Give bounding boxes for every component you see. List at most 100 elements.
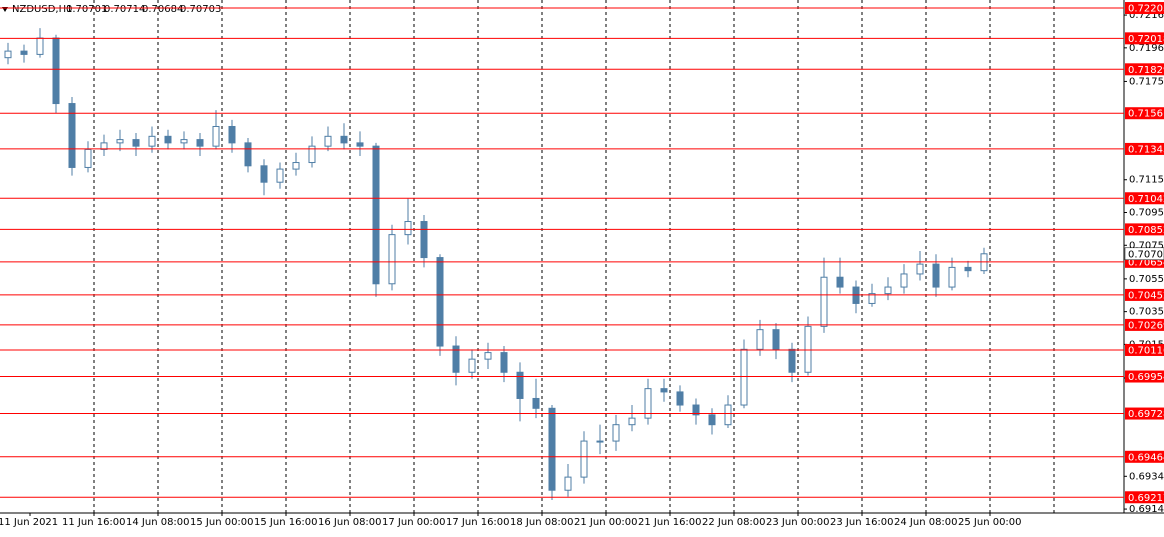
candle-body [964, 266, 972, 272]
x-tick-label: 18 Jun 08:00 [510, 517, 574, 528]
candle-body [804, 325, 812, 373]
candle-body [324, 135, 332, 147]
candle-body [724, 404, 732, 426]
candle-body [708, 414, 716, 426]
level-label-bg [1125, 318, 1164, 331]
candle-body [164, 135, 172, 144]
x-tick-label: 15 Jun 16:00 [254, 517, 318, 528]
candle-body [532, 397, 540, 409]
level-label: 0.71829 [1128, 65, 1164, 76]
current-price-bg [1124, 247, 1164, 261]
candle-body [372, 145, 380, 285]
level-label-bg [1125, 370, 1164, 383]
level-label: 0.71561 [1128, 109, 1164, 120]
candle-body [884, 286, 892, 295]
candle-body [228, 125, 236, 144]
chart-title: NZDUSD,H1 [12, 4, 72, 15]
candle-body [836, 276, 844, 288]
y-tick-label: 0.69145 [1129, 504, 1164, 515]
level-label: 0.70852 [1128, 225, 1164, 236]
candle-body [596, 440, 604, 443]
candle-body [36, 37, 44, 55]
candle-body [244, 142, 252, 167]
x-tick-label: 23 Jun 00:00 [766, 517, 830, 528]
candle-body [292, 162, 300, 170]
level-label-bg [1125, 192, 1164, 205]
level-label: 0.70654 [1128, 257, 1164, 268]
level-label-bg [1125, 142, 1164, 155]
candle-body [52, 37, 60, 105]
x-tick-label: 15 Jun 00:00 [190, 517, 254, 528]
x-tick-label: 23 Jun 16:00 [830, 517, 894, 528]
level-label-bg [1125, 491, 1164, 504]
y-tick-label: 0.71755 [1129, 76, 1164, 87]
level-label-bg [1125, 450, 1164, 463]
candle-body [20, 50, 28, 55]
level-label: 0.69217 [1128, 493, 1164, 504]
header-high: 0.70714 [104, 4, 145, 15]
header-low: 0.70684 [142, 4, 183, 15]
time-grid [93, 0, 1055, 513]
candle-body [900, 273, 908, 288]
candle-body [196, 139, 204, 147]
candle-body [84, 148, 92, 168]
level-label: 0.70269 [1128, 320, 1164, 331]
candle-body [468, 358, 476, 373]
candle-body [404, 221, 412, 236]
candle-body [4, 50, 12, 59]
candle-body [660, 388, 668, 393]
level-label-bg [1125, 63, 1164, 76]
header-close: 0.70703 [180, 4, 221, 15]
candle-body [420, 221, 428, 259]
level-label: 0.71042 [1128, 194, 1164, 205]
candle-body [212, 125, 220, 147]
candle-body [788, 348, 796, 373]
candle-body [580, 440, 588, 478]
x-tick-label: 17 Jun 16:00 [446, 517, 510, 528]
header-open: 0.70701 [66, 4, 107, 15]
candle-body [356, 142, 364, 147]
x-tick-label: 14 Jun 08:00 [126, 517, 190, 528]
level-label-bg [1125, 288, 1164, 301]
candle-body [260, 165, 268, 183]
candle-body [548, 407, 556, 491]
level-label-bg [1125, 107, 1164, 120]
x-tick-label: 21 Jun 00:00 [574, 517, 638, 528]
candle-body [452, 345, 460, 373]
x-tick-label: 11 Jun 2021 [0, 517, 58, 528]
current-price-label: 0.70703 [1128, 249, 1164, 260]
candle-body [820, 276, 828, 327]
level-label: 0.70452 [1128, 290, 1164, 301]
candle-body [932, 263, 940, 288]
level-label-bg [1125, 2, 1164, 15]
level-label: 0.69954 [1128, 372, 1164, 383]
level-label-bg [1125, 343, 1164, 356]
level-label-bg [1125, 223, 1164, 236]
candle-body [740, 348, 748, 406]
x-tick-label: 21 Jun 16:00 [638, 517, 702, 528]
candle-body [276, 168, 284, 183]
level-label: 0.69728 [1128, 409, 1164, 420]
candle-body [388, 234, 396, 285]
y-tick-label: 0.69345 [1129, 471, 1164, 482]
x-tick-label: 17 Jun 00:00 [382, 517, 446, 528]
level-label: 0.71343 [1128, 144, 1164, 155]
level-label: 0.72018 [1128, 34, 1164, 45]
level-label-bg [1125, 407, 1164, 420]
x-tick-label: 11 Jun 16:00 [62, 517, 126, 528]
candle-body [564, 476, 572, 491]
level-label: 0.69464 [1128, 452, 1164, 463]
candle-body [772, 329, 780, 350]
x-tick-label: 22 Jun 08:00 [702, 517, 766, 528]
candle-body [116, 139, 124, 144]
candle-body [868, 293, 876, 304]
level-label: 0.72203 [1128, 4, 1164, 15]
candle-body [436, 257, 444, 347]
candle-body [180, 139, 188, 144]
candle-body [132, 139, 140, 147]
